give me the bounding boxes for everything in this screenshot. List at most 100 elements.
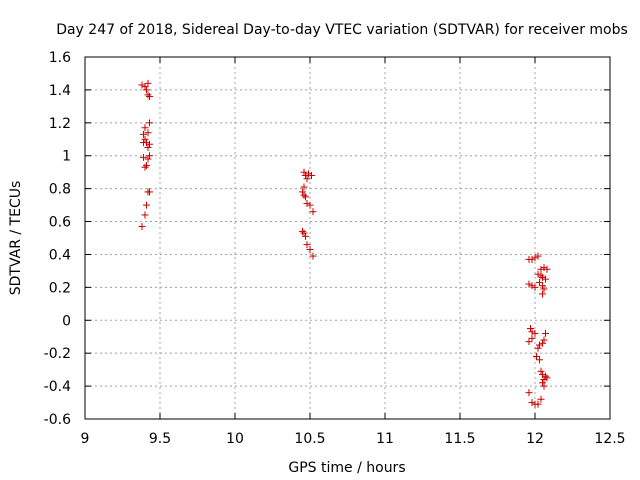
data-point xyxy=(527,325,534,332)
data-point xyxy=(536,278,543,286)
data-point xyxy=(528,255,536,263)
data-point xyxy=(302,193,309,201)
data-point xyxy=(146,119,153,127)
x-tick-label: 10.5 xyxy=(294,431,325,447)
data-point xyxy=(303,199,311,207)
data-point xyxy=(302,232,309,240)
data-point xyxy=(309,252,317,260)
data-point xyxy=(299,188,306,196)
data-point xyxy=(528,282,536,290)
y-tick-label: -0.4 xyxy=(44,379,71,395)
data-point xyxy=(539,273,546,281)
y-axis-label: SDTVAR / TECUs xyxy=(8,181,24,296)
data-point xyxy=(540,376,548,384)
data-point xyxy=(143,201,150,209)
data-point xyxy=(141,135,149,143)
data-point xyxy=(543,265,551,273)
x-tick-label: 11.5 xyxy=(444,431,475,447)
data-point xyxy=(303,175,311,183)
data-point xyxy=(539,290,546,298)
data-point xyxy=(542,372,549,380)
data-point xyxy=(146,92,153,100)
data-point xyxy=(141,124,149,132)
data-point xyxy=(533,352,540,360)
data-point xyxy=(306,201,314,209)
data-point xyxy=(300,168,308,176)
data-point xyxy=(539,282,546,290)
data-point xyxy=(537,272,545,280)
data-point xyxy=(536,356,543,364)
y-tick-label: 0.8 xyxy=(49,182,71,198)
data-point xyxy=(537,395,545,403)
data-point xyxy=(534,270,542,278)
data-point xyxy=(531,329,539,337)
data-point xyxy=(299,227,306,235)
data-point xyxy=(140,130,147,138)
x-tick-label: 11 xyxy=(376,431,394,447)
data-point xyxy=(144,144,152,151)
data-point xyxy=(138,81,146,89)
x-tick-label: 12 xyxy=(526,431,544,447)
x-tick-label: 9.5 xyxy=(149,431,171,447)
data-point xyxy=(146,188,153,196)
data-point xyxy=(531,283,539,291)
data-point xyxy=(539,371,546,379)
data-point xyxy=(542,275,549,283)
data-point xyxy=(531,254,539,262)
data-point xyxy=(141,163,149,171)
data-point xyxy=(525,389,533,397)
y-tick-label: -0.2 xyxy=(44,346,71,362)
data-point xyxy=(144,79,152,87)
data-point xyxy=(300,229,308,237)
data-point xyxy=(144,129,152,137)
data-point xyxy=(308,171,315,179)
data-points xyxy=(138,79,551,408)
data-point xyxy=(302,171,309,179)
data-point xyxy=(540,264,548,272)
data-point xyxy=(143,139,150,147)
data-point xyxy=(525,280,533,288)
data-point xyxy=(534,252,542,260)
chart-title: Day 247 of 2018, Sidereal Day-to-day VTE… xyxy=(56,22,628,38)
x-tick-labels: 9 9.5 10 10.5 11 11.5 12 12.5 xyxy=(81,431,626,447)
data-point xyxy=(528,328,536,336)
x-tick-label: 9 xyxy=(81,431,90,447)
y-tick-label: 0.2 xyxy=(49,280,71,296)
y-tick-labels: -0.6 -0.4 -0.2 0 0.2 0.4 0.6 0.8 1 1.2 1.4 1.6 xyxy=(44,50,71,428)
data-point xyxy=(540,336,548,344)
data-point xyxy=(539,379,546,387)
grid-lines xyxy=(85,57,610,419)
data-point xyxy=(141,211,149,219)
data-point xyxy=(536,341,543,349)
x-axis-label: GPS time / hours xyxy=(288,460,405,476)
data-point xyxy=(525,338,533,346)
data-point xyxy=(528,334,536,342)
data-point xyxy=(300,191,308,199)
y-tick-label: 1.2 xyxy=(49,116,71,132)
data-point xyxy=(539,339,546,347)
data-point xyxy=(543,374,551,382)
x-tick-label: 10 xyxy=(226,431,244,447)
data-point xyxy=(309,208,317,216)
data-point xyxy=(540,382,548,390)
x-tick-label: 12.5 xyxy=(594,431,625,447)
y-tick-label: 1 xyxy=(62,149,71,165)
y-tick-label: 0 xyxy=(62,313,71,329)
y-tick-label: 1.6 xyxy=(49,50,71,66)
data-point xyxy=(144,155,152,163)
data-point xyxy=(141,83,149,91)
data-point xyxy=(300,183,308,191)
axis-ticks xyxy=(84,56,611,420)
y-tick-label: -0.6 xyxy=(44,412,71,428)
data-point xyxy=(138,222,146,230)
data-point xyxy=(534,344,542,352)
data-point xyxy=(143,86,150,94)
plot-frame xyxy=(84,56,611,420)
data-point xyxy=(144,91,152,99)
data-point xyxy=(542,329,549,337)
data-point xyxy=(306,246,314,254)
data-point xyxy=(140,153,147,161)
data-point xyxy=(537,367,545,375)
y-tick-label: 0.6 xyxy=(49,215,71,231)
